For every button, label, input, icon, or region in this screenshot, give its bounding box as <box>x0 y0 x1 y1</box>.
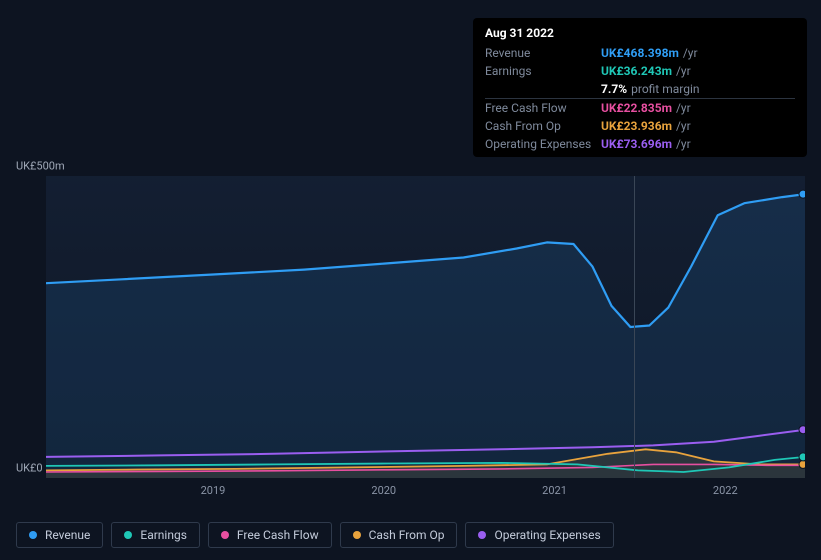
tooltip-row-suffix: /yr <box>676 119 691 133</box>
cursor-line <box>634 176 635 478</box>
chart-area: UK£500mUK£0 2019202020212022 <box>16 158 805 498</box>
tooltip-row-label: Operating Expenses <box>485 137 601 151</box>
series-end-marker <box>799 460 805 468</box>
x-axis-tick: 2019 <box>201 484 226 497</box>
tooltip-row: 7.7% profit margin <box>485 80 795 98</box>
series-end-marker <box>799 453 805 461</box>
tooltip-row: RevenueUK£468.398m/yr <box>485 44 795 62</box>
tooltip-row-label: Revenue <box>485 46 601 60</box>
legend-swatch <box>221 531 229 539</box>
tooltip-row-value: UK£73.696m <box>601 137 672 151</box>
tooltip-row-label: Free Cash Flow <box>485 101 601 115</box>
legend-item[interactable]: Free Cash Flow <box>208 522 332 548</box>
legend-label: Earnings <box>140 528 187 542</box>
chart-plot[interactable] <box>46 176 805 478</box>
tooltip-row-value: UK£23.936m <box>601 119 672 133</box>
legend-item[interactable]: Revenue <box>16 522 103 548</box>
tooltip-row-value: 7.7% <box>601 82 627 96</box>
tooltip-row-suffix: profit margin <box>631 82 699 96</box>
x-axis-tick: 2021 <box>542 484 567 497</box>
x-axis: 2019 2020 2021 2022 <box>46 484 805 504</box>
legend-item[interactable]: Cash From Op <box>340 522 458 548</box>
tooltip-row: EarningsUK£36.243m/yr <box>485 62 795 80</box>
tooltip-row-label: Earnings <box>485 64 601 78</box>
tooltip-row: Cash From OpUK£23.936m/yr <box>485 117 795 135</box>
legend-swatch <box>29 531 37 539</box>
tooltip-row-label <box>485 82 601 96</box>
tooltip-row-value: UK£22.835m <box>601 101 672 115</box>
tooltip-row-suffix: /yr <box>676 64 691 78</box>
tooltip-row: Operating ExpensesUK£73.696m/yr <box>485 135 795 153</box>
data-tooltip: Aug 31 2022 RevenueUK£468.398m/yrEarning… <box>473 18 807 157</box>
series-end-marker <box>799 190 805 198</box>
series-end-marker <box>799 426 805 434</box>
tooltip-row-value: UK£36.243m <box>601 64 672 78</box>
tooltip-date: Aug 31 2022 <box>485 26 795 44</box>
legend-item[interactable]: Operating Expenses <box>465 522 613 548</box>
tooltip-row-value: UK£468.398m <box>601 46 679 60</box>
tooltip-row: Free Cash FlowUK£22.835m/yr <box>485 98 795 117</box>
series-area <box>46 194 805 478</box>
x-axis-tick: 2022 <box>713 484 738 497</box>
chart-svg <box>46 176 805 478</box>
legend-label: Free Cash Flow <box>237 528 319 542</box>
legend-label: Operating Expenses <box>494 528 600 542</box>
legend-swatch <box>353 531 361 539</box>
tooltip-row-suffix: /yr <box>676 137 691 151</box>
legend: Revenue Earnings Free Cash Flow Cash From O… <box>16 522 614 548</box>
legend-swatch <box>124 531 132 539</box>
tooltip-row-suffix: /yr <box>683 46 698 60</box>
tooltip-row-suffix: /yr <box>676 101 691 115</box>
legend-item[interactable]: Earnings <box>111 522 200 548</box>
tooltip-row-label: Cash From Op <box>485 119 601 133</box>
legend-label: Revenue <box>45 528 90 542</box>
y-axis-tick: UK£500m <box>16 160 56 173</box>
legend-label: Cash From Op <box>369 528 445 542</box>
x-axis-tick: 2020 <box>371 484 396 497</box>
legend-swatch <box>478 531 486 539</box>
